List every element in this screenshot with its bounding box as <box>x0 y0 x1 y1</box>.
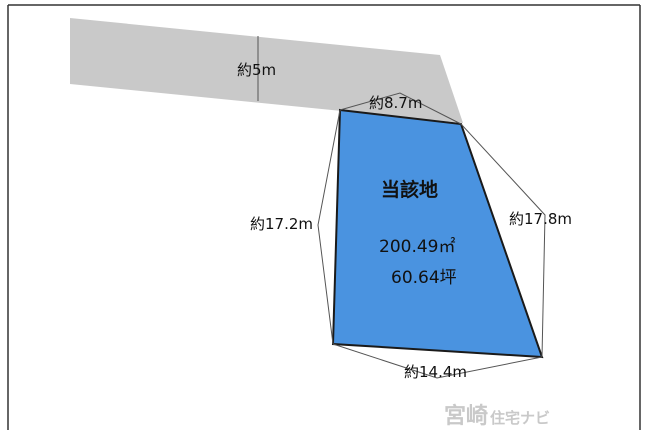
lot-area-tsubo-label: 60.64坪 <box>391 268 457 288</box>
lot-area-m2-label: 200.49㎡ <box>379 237 456 257</box>
dimension-line-left <box>317 109 341 345</box>
right-side-length-label: 約17.8m <box>509 210 573 228</box>
dimension-line-right <box>460 123 546 358</box>
watermark-sub-text: 住宅ナビ <box>490 409 551 427</box>
top-side-length-label: 約8.7m <box>369 94 423 112</box>
dimension-line-top <box>339 92 462 125</box>
road-area <box>70 18 463 123</box>
lot-name-label: 当該地 <box>381 179 439 201</box>
dimension-line-bottom <box>332 343 543 379</box>
watermark-logo: 宮崎 住宅ナビ <box>444 398 550 430</box>
road-width-label: 約5m <box>237 61 277 79</box>
watermark-main-text: 宮崎 <box>444 404 489 429</box>
left-side-length-label: 約17.2m <box>250 215 314 233</box>
bottom-side-length-label: 約14.4m <box>404 363 468 381</box>
